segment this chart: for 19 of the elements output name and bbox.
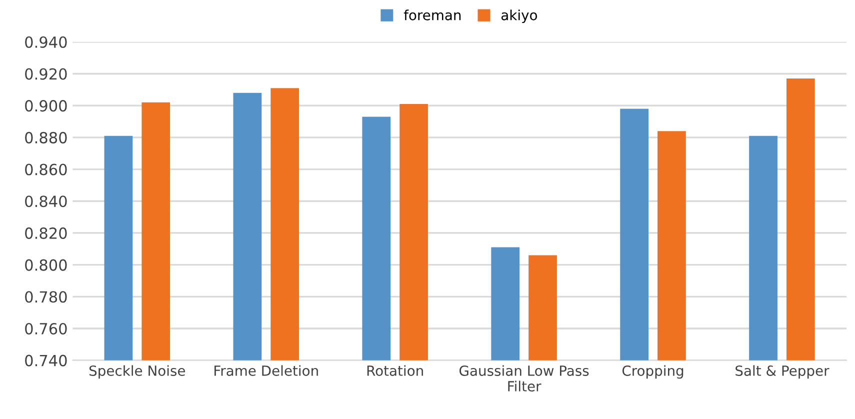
y-tick-label: 0.800 bbox=[25, 259, 67, 271]
y-tick-label: 0.860 bbox=[25, 164, 67, 176]
y-tick-label: 0.940 bbox=[25, 36, 67, 48]
x-tick-label: Rotation bbox=[367, 365, 423, 376]
y-tick-label: 0.760 bbox=[25, 322, 67, 335]
y-tick-label: 0.740 bbox=[25, 354, 67, 366]
x-tick-label: Cropping bbox=[622, 365, 684, 379]
x-tick-label: Frame Deletion bbox=[214, 365, 318, 376]
x-tick-label: Speckle Noise bbox=[89, 365, 186, 379]
legend-label: foreman bbox=[404, 10, 461, 20]
x-tick-label: Salt & Pepper bbox=[736, 365, 830, 379]
y-tick-label: 0.900 bbox=[25, 100, 67, 112]
y-tick-label: 0.920 bbox=[25, 68, 67, 80]
y-tick-label: 0.840 bbox=[25, 196, 67, 208]
y-tick-label: 0.820 bbox=[25, 227, 67, 239]
y-tick-label: 0.880 bbox=[25, 132, 67, 144]
x-tick-label: Gaussian Low Pass Filter bbox=[460, 365, 589, 392]
legend-label: akiyo bbox=[501, 10, 538, 24]
y-tick-label: 0.780 bbox=[25, 291, 67, 303]
